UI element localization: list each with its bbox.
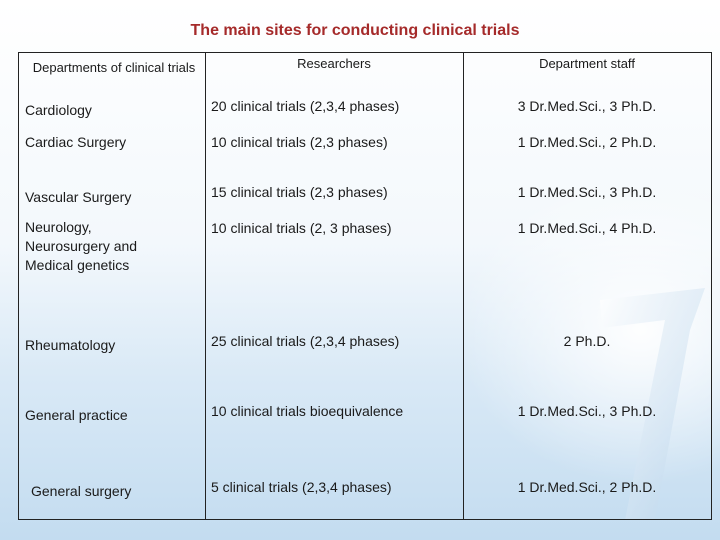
department-cell: General practice bbox=[25, 407, 128, 423]
clinical-trials-table: Departments of clinical trials Researche… bbox=[18, 52, 712, 520]
researchers-cell: 15 clinical trials (2,3 phases) bbox=[211, 184, 388, 200]
staff-cell: 1 Dr.Med.Sci., 3 Ph.D. bbox=[517, 403, 657, 419]
department-cell: Neurology, Neurosurgery and Medical gene… bbox=[25, 219, 138, 273]
department-cell: Cardiac Surgery bbox=[25, 134, 127, 150]
researchers-cell: 10 clinical trials bioequivalence bbox=[211, 403, 404, 419]
staff-cell: 2 Ph.D. bbox=[563, 333, 611, 349]
header-departments: Departments of clinical trials bbox=[32, 60, 196, 75]
header-staff: Department staff bbox=[539, 56, 635, 71]
researchers-cell: 5 clinical trials (2,3,4 phases) bbox=[211, 479, 392, 495]
researchers-cell: 20 clinical trials (2,3,4 phases) bbox=[211, 98, 400, 114]
staff-cell: 1 Dr.Med.Sci., 2 Ph.D. bbox=[517, 479, 657, 495]
department-cell: Rheumatology bbox=[25, 337, 116, 353]
department-cell: Cardiology bbox=[25, 102, 92, 118]
researchers-cell: 25 clinical trials (2,3,4 phases) bbox=[211, 333, 400, 349]
staff-cell: 1 Dr.Med.Sci., 4 Ph.D. bbox=[517, 220, 657, 236]
staff-cell: 1 Dr.Med.Sci., 3 Ph.D. bbox=[517, 184, 657, 200]
researchers-cell: 10 clinical trials (2, 3 phases) bbox=[211, 220, 392, 236]
header-researchers: Researchers bbox=[297, 56, 371, 71]
department-cell: Vascular Surgery bbox=[25, 189, 132, 205]
column-divider bbox=[205, 53, 206, 519]
staff-cell: 1 Dr.Med.Sci., 2 Ph.D. bbox=[517, 134, 657, 150]
column-divider bbox=[463, 53, 464, 519]
department-cell: General surgery bbox=[31, 483, 132, 499]
researchers-cell: 10 clinical trials (2,3 phases) bbox=[211, 134, 388, 150]
page-title: The main sites for conducting clinical t… bbox=[190, 22, 520, 39]
staff-cell: 3 Dr.Med.Sci., 3 Ph.D. bbox=[517, 98, 657, 114]
